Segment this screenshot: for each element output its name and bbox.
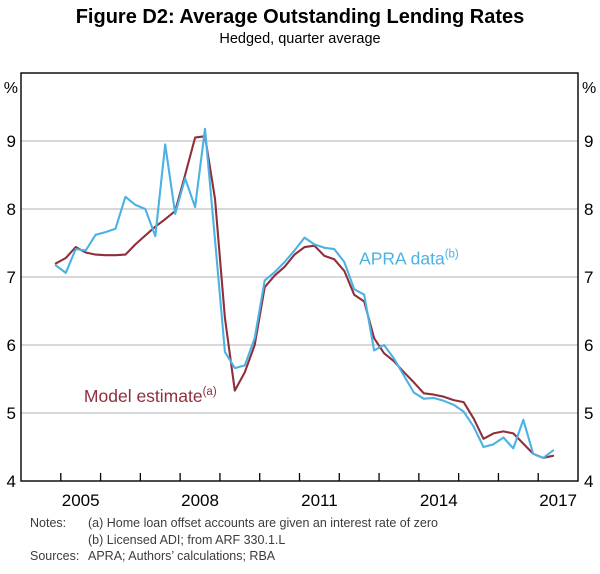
apra-data-line bbox=[54, 127, 555, 459]
y-tick-label-right: 6 bbox=[584, 336, 593, 355]
x-axis-ticks bbox=[60, 473, 539, 481]
sources-text: APRA; Authors’ calculations; RBA bbox=[88, 549, 276, 563]
series-label-model-estimate: Model estimate(a) bbox=[84, 386, 217, 406]
notes-block: Notes: (a) Home loan offset accounts are… bbox=[30, 515, 590, 565]
sources-label: Sources: bbox=[30, 549, 80, 563]
x-axis-labels: 2005 2008 2011 2014 2017 bbox=[62, 491, 577, 510]
y-tick-label-left: 5 bbox=[7, 404, 16, 423]
notes-label-spacer bbox=[30, 532, 88, 549]
y-tick-label-right: 4 bbox=[584, 472, 593, 491]
x-tick-label: 2005 bbox=[62, 491, 100, 510]
chart-subtitle: Hedged, quarter average bbox=[219, 31, 381, 47]
y-axis-labels: 4 4 5 5 6 6 7 7 8 8 9 9%% bbox=[4, 80, 596, 491]
percent-label-right: % bbox=[582, 80, 596, 97]
percent-label-left: % bbox=[4, 80, 18, 97]
x-tick-label: 2014 bbox=[420, 491, 458, 510]
chart-header: Figure D2: Average Outstanding Lending R… bbox=[0, 4, 600, 48]
y-tick-label-left: 9 bbox=[7, 132, 16, 151]
chart-title: Figure D2: Average Outstanding Lending R… bbox=[75, 6, 525, 28]
y-tick-label-right: 7 bbox=[584, 268, 593, 287]
model-estimate-line bbox=[54, 135, 555, 459]
notes-label: Notes: bbox=[30, 516, 67, 530]
y-tick-label-right: 5 bbox=[584, 404, 593, 423]
note-a: (a) Home loan offset accounts are given … bbox=[88, 516, 438, 530]
series-label-apra-data: APRA data(b) bbox=[359, 249, 459, 269]
y-tick-label-right: 9 bbox=[584, 132, 593, 151]
note-b: (b) Licensed ADI; from ARF 330.1.L bbox=[88, 532, 286, 547]
lending-rates-chart: 2005 2008 2011 2014 2017 4 4 5 5 6 6 7 7 8 8 9 9% % Model … bbox=[4, 72, 596, 510]
x-tick-label: 2008 bbox=[181, 491, 219, 510]
y-tick-label-left: 6 bbox=[7, 336, 16, 355]
y-tick-label-left: 8 bbox=[7, 200, 16, 219]
gridlines bbox=[21, 140, 578, 414]
y-tick-label-left: 4 bbox=[7, 472, 16, 491]
x-tick-label: 2011 bbox=[301, 491, 338, 510]
y-tick-label-right: 8 bbox=[584, 200, 593, 219]
x-tick-label: 2017 bbox=[539, 491, 577, 510]
y-tick-label-left: 7 bbox=[7, 268, 16, 287]
